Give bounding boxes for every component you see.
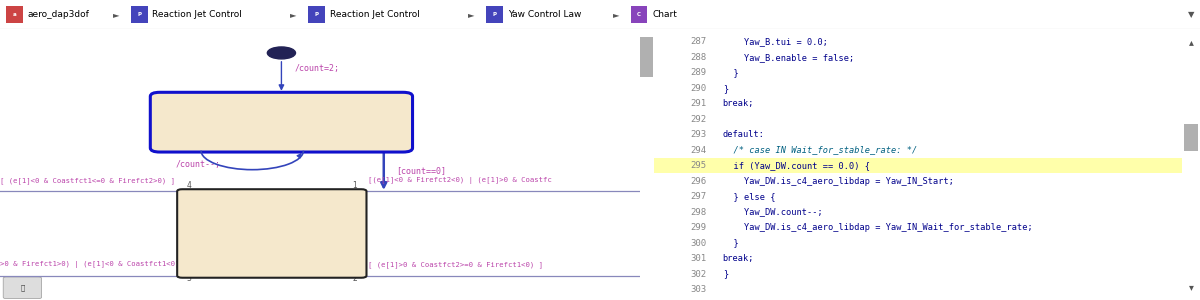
Text: ►: ► — [468, 10, 474, 19]
Text: 3: 3 — [186, 274, 191, 283]
Text: Reaction Jet Control: Reaction Jet Control — [152, 10, 242, 19]
Text: 289: 289 — [691, 68, 707, 77]
Text: }: } — [722, 269, 728, 278]
Text: P: P — [492, 12, 497, 17]
Text: ▾: ▾ — [1188, 282, 1194, 292]
Text: }: } — [722, 68, 738, 77]
FancyBboxPatch shape — [308, 6, 325, 23]
FancyBboxPatch shape — [150, 92, 413, 152]
Text: [ (e[1]>0 & Coastfct2>=0 & Firefct1<0) ]: [ (e[1]>0 & Coastfct2>=0 & Firefct1<0) ] — [367, 261, 542, 268]
Text: 1: 1 — [382, 146, 386, 155]
FancyBboxPatch shape — [178, 189, 366, 278]
Text: 298: 298 — [691, 208, 707, 217]
Text: 301: 301 — [691, 254, 707, 263]
Text: ►: ► — [290, 10, 296, 19]
FancyBboxPatch shape — [131, 6, 148, 23]
Text: 303: 303 — [691, 285, 707, 294]
Text: P: P — [137, 12, 142, 17]
Text: [ (e[1]<0 & Coastfct1<=0 & Firefct2>0) ]: [ (e[1]<0 & Coastfct1<=0 & Firefct2>0) ] — [0, 177, 175, 184]
Text: Yaw_DW.is_c4_aero_libdap = Yaw_IN_Start;: Yaw_DW.is_c4_aero_libdap = Yaw_IN_Start; — [722, 177, 954, 186]
Text: 299: 299 — [691, 223, 707, 232]
Text: break;: break; — [722, 99, 754, 108]
Text: Yaw_B.enable = false;: Yaw_B.enable = false; — [722, 53, 854, 62]
Text: 2: 2 — [266, 146, 271, 155]
Text: Reaction Jet Control: Reaction Jet Control — [330, 10, 420, 19]
Text: 1: 1 — [353, 181, 358, 190]
Text: Chart: Chart — [653, 10, 677, 19]
Text: /* case IN Wait_for_stable_rate: */: /* case IN Wait_for_stable_rate: */ — [722, 146, 917, 154]
Text: Yaw Control Law: Yaw Control Law — [508, 10, 581, 19]
FancyBboxPatch shape — [486, 6, 503, 23]
Text: }: } — [722, 84, 728, 93]
Text: }: } — [722, 238, 738, 247]
Text: 290: 290 — [691, 84, 707, 93]
Text: Yaw_B.tui = 0.0;: Yaw_B.tui = 0.0; — [722, 37, 828, 46]
Text: a: a — [12, 12, 17, 17]
Text: /count--;: /count--; — [175, 160, 221, 169]
Text: Start: Start — [196, 204, 224, 214]
Text: 295: 295 — [691, 161, 707, 170]
Text: break;: break; — [722, 254, 754, 263]
Text: 302: 302 — [691, 269, 707, 278]
Text: 291: 291 — [691, 99, 707, 108]
Text: ►: ► — [113, 10, 119, 19]
Text: [(e[1]<0 & Firefct2<0) | (e[1]>0 & Coastfc: [(e[1]<0 & Firefct2<0) | (e[1]>0 & Coast… — [367, 177, 552, 184]
Text: Yaw_DW.is_c4_aero_libdap = Yaw_IN_Wait_for_stable_rate;: Yaw_DW.is_c4_aero_libdap = Yaw_IN_Wait_f… — [722, 223, 1032, 232]
Text: ▴: ▴ — [1188, 37, 1194, 46]
Text: 2: 2 — [353, 274, 358, 283]
Text: aero_dap3dof: aero_dap3dof — [28, 10, 90, 19]
Text: 294: 294 — [691, 146, 707, 154]
FancyBboxPatch shape — [654, 158, 1182, 173]
Text: 4: 4 — [186, 181, 191, 190]
Text: 288: 288 — [691, 53, 707, 62]
Text: 300: 300 — [691, 238, 707, 247]
FancyBboxPatch shape — [631, 6, 648, 23]
FancyBboxPatch shape — [4, 277, 42, 298]
Text: default:: default: — [722, 130, 764, 139]
Text: 293: 293 — [691, 130, 707, 139]
FancyBboxPatch shape — [641, 37, 653, 77]
Text: P: P — [314, 12, 319, 17]
Text: 🔒: 🔒 — [20, 284, 24, 291]
Text: ▼: ▼ — [1188, 10, 1194, 19]
Text: [count==0]: [count==0] — [396, 167, 446, 176]
Text: /count=2;: /count=2; — [294, 64, 340, 73]
FancyBboxPatch shape — [6, 6, 23, 23]
Text: ►: ► — [613, 10, 619, 19]
FancyBboxPatch shape — [1183, 124, 1198, 151]
Text: Yaw_DW.count--;: Yaw_DW.count--; — [722, 208, 822, 217]
Text: C: C — [637, 12, 641, 17]
Text: >0 & Firefct1>0) | (e[1]<0 & Coastfct1<0) ]: >0 & Firefct1>0) | (e[1]<0 & Coastfct1<0… — [0, 261, 188, 268]
Text: } else {: } else { — [722, 192, 775, 201]
Text: 297: 297 — [691, 192, 707, 201]
Text: 287: 287 — [691, 37, 707, 46]
Text: 296: 296 — [691, 177, 707, 186]
Text: 292: 292 — [691, 115, 707, 124]
Text: if (Yaw_DW.count == 0.0) {: if (Yaw_DW.count == 0.0) { — [722, 161, 870, 170]
Circle shape — [268, 47, 295, 59]
Text: Wait_for_stable_rate: Wait_for_stable_rate — [176, 107, 293, 118]
